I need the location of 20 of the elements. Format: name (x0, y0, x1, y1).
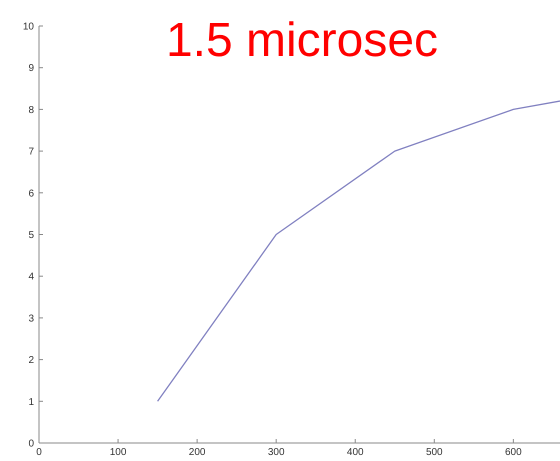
y-tick-label: 10 (22, 22, 34, 32)
y-tick-label: 8 (28, 104, 34, 116)
y-tick-label: 9 (28, 63, 34, 74)
y-tick-label: 2 (28, 355, 34, 366)
x-tick-label: 400 (346, 447, 364, 458)
y-tick-label: 4 (28, 272, 34, 283)
x-tick-label: 200 (188, 447, 206, 458)
y-tick-label: 0 (28, 438, 34, 450)
x-tick-label: 300 (268, 447, 285, 458)
y-tick-label: 6 (28, 188, 34, 200)
y-tick-label: 7 (28, 146, 34, 158)
chart-title: 1.5 microsec (166, 14, 438, 67)
line-series (156, 100, 560, 402)
y-tick-label: 1 (28, 396, 34, 408)
x-tick-label: 100 (110, 447, 127, 458)
y-tick-label: 3 (28, 313, 34, 324)
y-tick-label: 5 (28, 230, 34, 241)
x-tick-label: 600 (505, 447, 522, 458)
x-tick-label: 500 (426, 447, 444, 458)
x-tick-label: 0 (36, 447, 42, 458)
